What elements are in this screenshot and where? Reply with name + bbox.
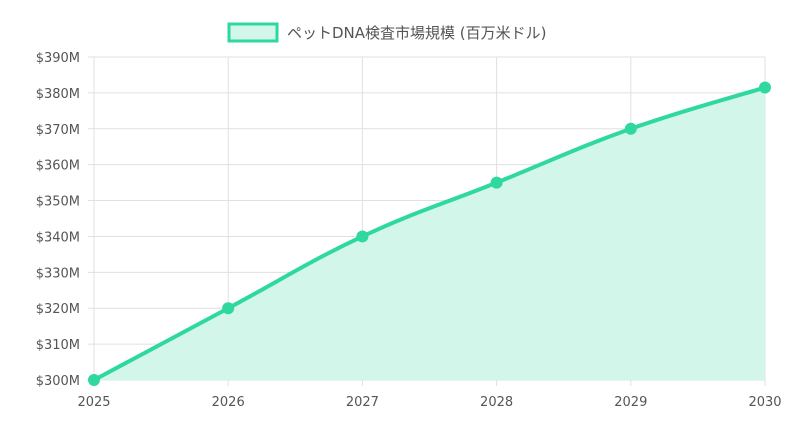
data-point[interactable] — [356, 230, 369, 243]
data-point[interactable] — [759, 81, 771, 94]
data-point[interactable] — [624, 122, 637, 135]
y-tick-label: $340M — [36, 230, 80, 245]
x-tick-label: 2027 — [346, 395, 379, 410]
x-axis-tick-labels: 2025 2026 2027 2028 2029 2030 — [77, 395, 781, 410]
y-tick-label: $330M — [36, 266, 80, 281]
legend[interactable]: ペットDNA検査市場規模 (百万米ドル) — [227, 22, 547, 43]
data-point[interactable] — [222, 302, 235, 315]
legend-swatch — [227, 22, 279, 43]
legend-label: ペットDNA検査市場規模 (百万米ドル) — [287, 24, 547, 42]
y-axis-tick-labels: $300M $310M $320M $330M $340M $350M $360M $370M… — [36, 51, 80, 389]
data-point[interactable] — [88, 374, 100, 386]
y-tick-label: $310M — [36, 338, 80, 353]
y-tick-label: $320M — [36, 302, 80, 317]
x-tick-label: 2029 — [614, 395, 647, 410]
data-point[interactable] — [490, 176, 503, 189]
y-tick-label: $370M — [36, 123, 80, 138]
data-points — [88, 81, 771, 386]
y-tick-label: $380M — [36, 87, 80, 102]
y-tick-label: $350M — [36, 195, 80, 210]
x-tick-label: 2028 — [480, 395, 513, 410]
area-fill — [94, 87, 765, 380]
y-tick-label: $360M — [36, 159, 80, 174]
series-line — [92, 85, 767, 382]
y-tick-label: $390M — [36, 51, 80, 66]
x-tick-label: 2026 — [212, 395, 245, 410]
y-tick-label: $300M — [36, 374, 80, 389]
x-tick-label: 2030 — [748, 395, 781, 410]
x-tick-label: 2025 — [77, 395, 110, 410]
